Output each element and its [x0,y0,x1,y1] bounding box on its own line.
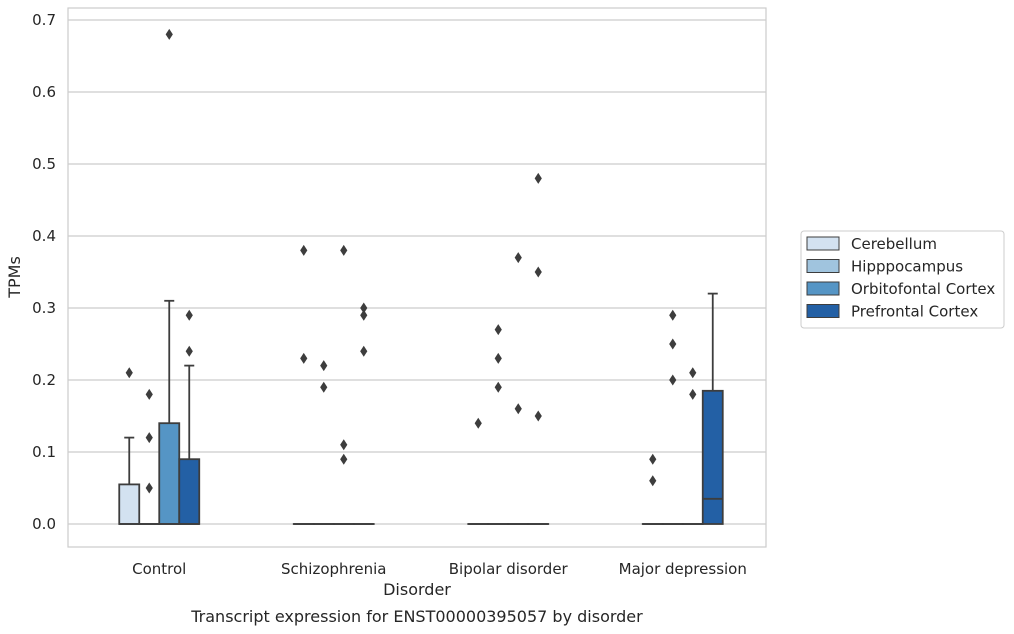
outlier-point [145,388,153,400]
outlier-point [145,432,153,444]
box-group [312,360,335,525]
outlier-point [320,381,328,393]
box-group [681,367,704,525]
box-group [527,172,550,525]
outlier-point [320,360,328,372]
box-group [118,367,141,525]
box-group [661,309,684,525]
outlier-point [689,388,697,400]
box-group [158,28,181,525]
outlier-point [340,244,348,256]
outlier-point [474,417,482,429]
y-tick-label: 0.0 [32,515,56,533]
outlier-point [514,403,522,415]
outlier-point [340,439,348,451]
y-tick-label: 0.4 [32,227,56,245]
outlier-point [649,475,657,487]
x-axis-title: Disorder [383,580,451,599]
legend-frame [800,230,1005,329]
x-tick-label: Bipolar disorder [449,560,569,578]
outlier-point [340,453,348,465]
legend-swatch [806,281,840,296]
outlier-point [494,352,502,364]
x-tick-label: Major depression [619,560,747,578]
outlier-point [514,252,522,264]
legend-label: Prefrontal Cortex [851,303,978,321]
box-group [332,244,355,525]
legend-label: Hipppocampus [851,258,963,276]
plot-area [67,7,767,548]
outlier-point [534,266,542,278]
outlier-point [494,381,502,393]
outlier-point [300,244,308,256]
legend-label: Cerebellum [851,235,937,253]
x-tick-label: Schizophrenia [281,560,386,578]
outlier-point [145,482,153,494]
outlier-point [185,309,193,321]
box-group [178,309,201,525]
outlier-point [360,345,368,357]
legend: Cerebellum Hipppocampus Orbitofontal Corte… [800,230,1005,329]
outlier-point [669,338,677,350]
outlier-point [669,374,677,386]
x-tick-label: Control [132,560,186,578]
box-group [352,302,375,525]
box [178,458,201,525]
box [118,483,141,525]
box [158,422,181,525]
outlier-point [534,410,542,422]
outlier-point [165,28,173,40]
y-tick-label: 0.7 [32,11,56,29]
outlier-point [649,453,657,465]
legend-swatch [806,304,840,318]
y-axis-title: TPMs [5,256,24,299]
box-group [138,388,161,525]
box-group [487,324,510,525]
y-tick-label: 0.5 [32,155,56,173]
y-tick-labels: 0.0 0.1 0.2 0.3 0.4 0.5 0.6 0.7 [32,11,56,533]
y-tick-label: 0.3 [32,299,56,317]
y-tick-label: 0.1 [32,443,56,461]
outlier-point [534,172,542,184]
outlier-point [494,324,502,336]
outlier-point [360,309,368,321]
x-tick-labels: Control Schizophrenia Bipolar disorder Majo… [132,560,747,578]
box [701,389,724,525]
y-tick-label: 0.2 [32,371,56,389]
legend-label: Orbitofontal Cortex [851,280,995,298]
box-group [701,292,724,525]
outlier-point [125,367,133,379]
outlier-point [360,302,368,314]
legend-swatch [806,259,840,273]
legend-swatch [806,236,840,251]
y-tick-label: 0.6 [32,83,56,101]
outlier-point [669,309,677,321]
chart-caption: Transcript expression for ENST0000039505… [190,607,643,626]
outlier-point [185,345,193,357]
outlier-point [300,352,308,364]
boxes [118,28,724,525]
outlier-point [689,367,697,379]
